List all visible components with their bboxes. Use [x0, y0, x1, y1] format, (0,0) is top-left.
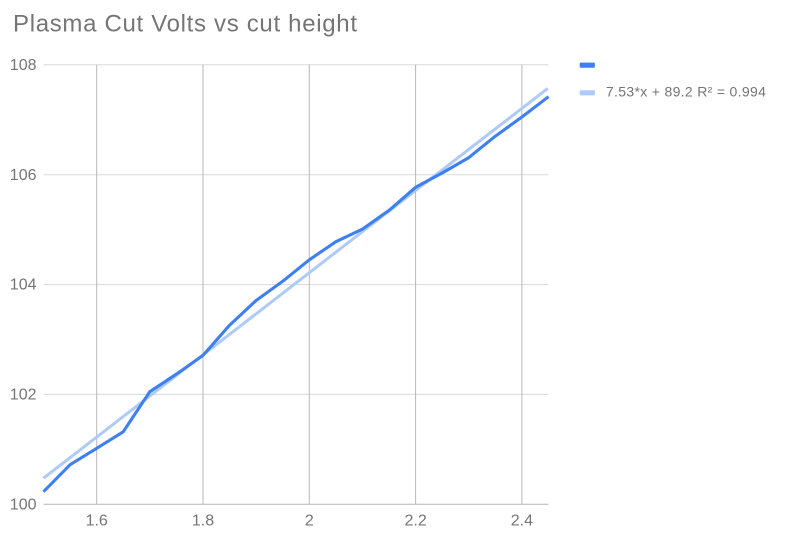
svg-text:2: 2 — [305, 512, 314, 529]
svg-text:106: 106 — [10, 167, 37, 184]
svg-text:100: 100 — [10, 496, 37, 513]
svg-text:1.8: 1.8 — [192, 512, 214, 529]
svg-text:108: 108 — [10, 57, 37, 74]
svg-text:2.4: 2.4 — [511, 512, 533, 529]
svg-text:102: 102 — [10, 387, 37, 404]
svg-text:2.2: 2.2 — [404, 512, 426, 529]
svg-text:Plasma Cut Volts vs cut height: Plasma Cut Volts vs cut height — [13, 11, 357, 38]
svg-text:1.6: 1.6 — [86, 512, 108, 529]
svg-text:7.53*x + 89.2 R² = 0.994: 7.53*x + 89.2 R² = 0.994 — [606, 84, 766, 100]
svg-text:104: 104 — [10, 277, 37, 294]
